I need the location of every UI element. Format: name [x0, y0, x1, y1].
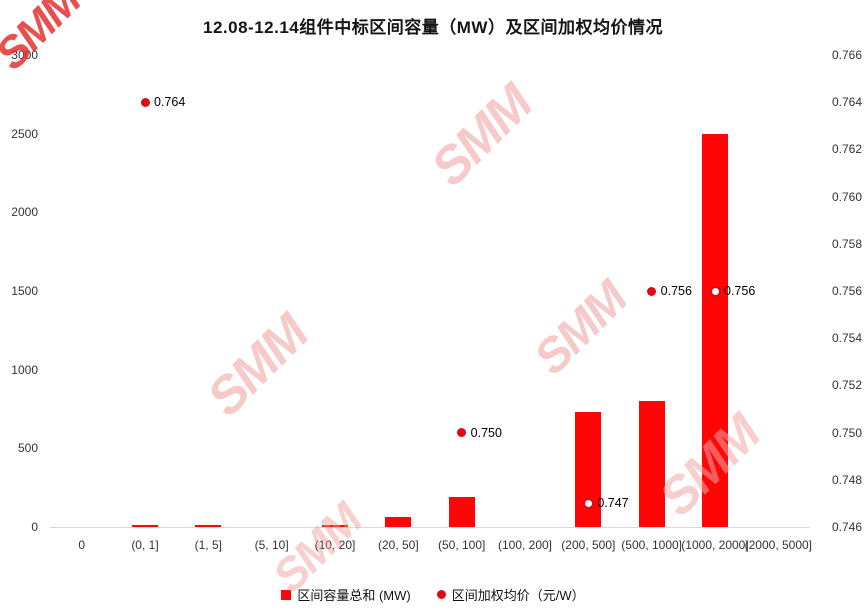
capacity-bar	[195, 524, 222, 527]
legend-bar-marker	[281, 589, 292, 600]
price-point-label: 0.750	[470, 425, 502, 440]
x-axis-label: (20, 50]	[377, 538, 419, 552]
capacity-bar	[132, 524, 158, 527]
x-axis-label: (1000, 2000]	[681, 538, 749, 552]
right-axis-tick: 0.762	[832, 142, 863, 157]
price-point	[709, 285, 721, 297]
legend-item-capacity: 区间容量总和 (MW)	[281, 585, 411, 604]
price-point	[140, 97, 150, 107]
left-axis-tick: 2500	[11, 126, 38, 141]
left-axis-tick: 1000	[11, 362, 38, 377]
right-axis-tick: 0.752	[832, 378, 863, 393]
x-axis-label: 0	[78, 538, 85, 552]
right-axis-tick: 0.764	[832, 95, 863, 110]
capacity-bar	[385, 516, 412, 527]
price-point-label: 0.764	[154, 95, 186, 110]
right-axis-tick: 0.754	[832, 331, 863, 346]
price-point	[582, 497, 594, 509]
x-axis-label: (5, 10]	[254, 538, 289, 552]
left-axis-tick: 3000	[11, 48, 38, 62]
smm-watermark: SMM	[196, 304, 319, 428]
right-axis-tick: 0.748	[832, 472, 863, 487]
price-point	[647, 286, 657, 296]
price-point-label: 0.756	[724, 284, 756, 298]
right-axis-tick: 0.766	[832, 48, 863, 62]
capacity-bar	[448, 497, 475, 527]
legend-item-price: 区间加权均价（元/W）	[436, 585, 585, 604]
smm-watermark: SMM	[524, 272, 637, 385]
smm-watermark: SMM	[0, 0, 90, 80]
capacity-bar	[702, 133, 728, 527]
x-axis-label: (50, 100]	[437, 538, 486, 552]
capacity-bar	[638, 401, 665, 527]
right-axis-tick: 0.750	[832, 425, 863, 440]
x-axis-label: (500, 1000]	[621, 538, 683, 552]
left-axis-tick: 1500	[11, 284, 38, 298]
x-axis-label: (1, 5]	[194, 538, 222, 552]
right-axis-tick: 0.760	[832, 189, 863, 204]
price-point	[457, 428, 467, 438]
x-axis-label: (2000, 5000]	[744, 538, 813, 552]
right-axis-tick: 0.756	[832, 284, 863, 298]
right-axis-tick: 0.746	[832, 520, 863, 534]
left-axis-tick: 0	[31, 520, 38, 534]
x-axis-line	[50, 527, 810, 528]
right-axis-tick: 0.758	[832, 236, 863, 251]
price-point-label: 0.756	[660, 284, 692, 298]
x-axis-label: (0, 1]	[131, 538, 159, 552]
left-axis-tick: 500	[17, 441, 38, 456]
smm-watermark: SMM	[420, 74, 543, 198]
legend-dot-marker	[436, 590, 446, 599]
left-axis-tick: 2000	[11, 205, 38, 220]
x-axis-label: (10, 20]	[314, 538, 356, 552]
capacity-bar	[322, 524, 348, 527]
chart-title: 12.08-12.14组件中标区间容量（MW）及区间加权均价情况	[203, 18, 663, 37]
x-axis-label: (100, 200]	[497, 538, 553, 552]
legend: 区间容量总和 (MW) 区间加权均价（元/W）	[0, 585, 866, 604]
x-axis-label: (200, 500]	[561, 538, 616, 552]
legend-dot-label: 区间加权均价（元/W）	[451, 588, 585, 603]
legend-bar-label: 区间容量总和 (MW)	[297, 588, 411, 603]
price-point-label: 0.747	[597, 496, 629, 511]
